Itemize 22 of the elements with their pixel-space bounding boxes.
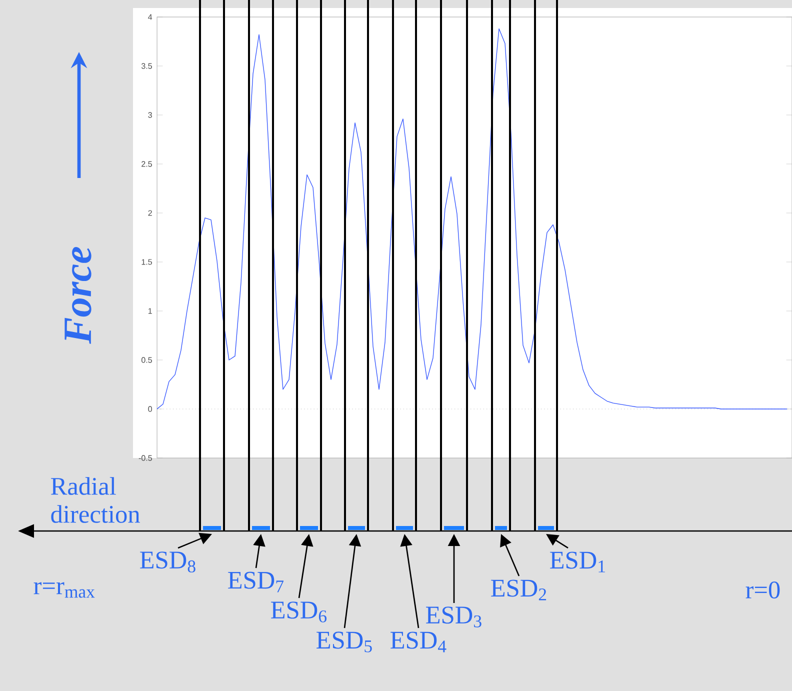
text: r=r$_{max}$ bbox=[34, 582, 95, 598]
y-tick-label: 0 bbox=[148, 406, 152, 412]
y-tick-label: 3.5 bbox=[141, 63, 152, 69]
y-tick-label: -0.5 bbox=[138, 455, 152, 461]
y-tick-label: 0.5 bbox=[141, 357, 152, 363]
text: Radial direction bbox=[51, 477, 140, 523]
text: ESD$_{7}$ bbox=[228, 572, 284, 592]
y-tick-label: 1.5 bbox=[142, 259, 152, 265]
y-axis-title: Force bbox=[64, 246, 92, 344]
text: ESD$_{8}$ bbox=[140, 552, 196, 572]
y-tick-label: 2.5 bbox=[142, 161, 152, 167]
text: ESD$_{5}$ bbox=[316, 632, 372, 652]
text: r=0 bbox=[746, 581, 780, 599]
text: ESD$_{1}$ bbox=[550, 552, 605, 572]
y-tick-label: 3 bbox=[148, 112, 152, 118]
text: ESD$_{3}$ bbox=[426, 606, 482, 628]
y-tick-label: 2 bbox=[148, 210, 152, 216]
text: ESD$_{6}$ bbox=[271, 602, 327, 622]
y-tick-label: 4 bbox=[148, 14, 152, 20]
text: ESD$_{4}$ bbox=[390, 632, 446, 652]
y-tick-label: 1 bbox=[148, 308, 152, 314]
text: ESD$_{2}$ bbox=[491, 580, 546, 600]
